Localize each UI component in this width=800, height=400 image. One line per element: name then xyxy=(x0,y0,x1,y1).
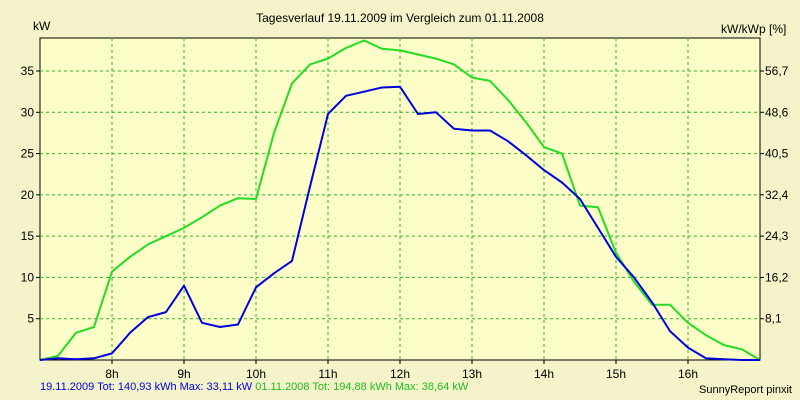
axis-ticks: 8h 9h 10h 11h 12h 13h 14h 15h 16h 5 8,1 10 16,2 15 24,… xyxy=(21,64,789,381)
chart-title: Tagesverlauf 19.11.2009 im Vergleich zum… xyxy=(256,11,544,25)
x-tick-label: 9h xyxy=(177,367,190,381)
x-tick-label: 10h xyxy=(246,367,266,381)
x-tick-label: 8h xyxy=(105,367,118,381)
y-tick-label-left: 20 xyxy=(21,188,35,202)
y-tick-label-right: 56,7 xyxy=(765,64,789,78)
y-tick-label-left: 35 xyxy=(21,64,35,78)
x-tick-label: 16h xyxy=(678,367,698,381)
x-tick-label: 15h xyxy=(606,367,626,381)
series-line-19-11-2009 xyxy=(39,85,760,361)
x-tick-label: 14h xyxy=(534,367,554,381)
plot-area xyxy=(39,37,761,361)
y-tick-label-right: 32,4 xyxy=(765,188,789,202)
series-line-01-11-2008 xyxy=(39,39,761,361)
series-layer xyxy=(39,39,761,361)
x-tick-label: 12h xyxy=(390,367,410,381)
y-tick-label-right: 24,3 xyxy=(765,229,789,243)
y-tick-label-right: 40,5 xyxy=(765,147,789,161)
footer-series-2008: 01.11.2008 Tot: 194,88 kWh Max: 38,64 kW xyxy=(255,381,469,393)
y-tick-label-right: 48,6 xyxy=(765,105,789,119)
footer-summary: 19.11.2009 Tot: 140,93 kWh Max: 33,11 kW… xyxy=(40,381,468,393)
y-tick-label-right: 16,2 xyxy=(765,270,789,284)
y-tick-label-left: 30 xyxy=(21,105,35,119)
y-tick-label-left: 5 xyxy=(27,312,34,326)
footer-series-2009: 19.11.2009 Tot: 140,93 kWh Max: 33,11 kW xyxy=(40,381,253,393)
y-tick-label-left: 10 xyxy=(21,270,35,284)
credit-label: SunnyReport pinxit xyxy=(699,384,792,396)
y-tick-label-left: 15 xyxy=(21,229,35,243)
x-tick-label: 11h xyxy=(318,367,337,381)
y-axis-label-left: kW xyxy=(33,19,51,33)
y-tick-label-left: 25 xyxy=(21,147,35,161)
grid-lines xyxy=(40,38,760,360)
y-axis-label-right: kW/kWp [%] xyxy=(721,22,787,36)
x-tick-label: 13h xyxy=(462,367,482,381)
y-tick-label-right: 8,1 xyxy=(765,312,782,326)
